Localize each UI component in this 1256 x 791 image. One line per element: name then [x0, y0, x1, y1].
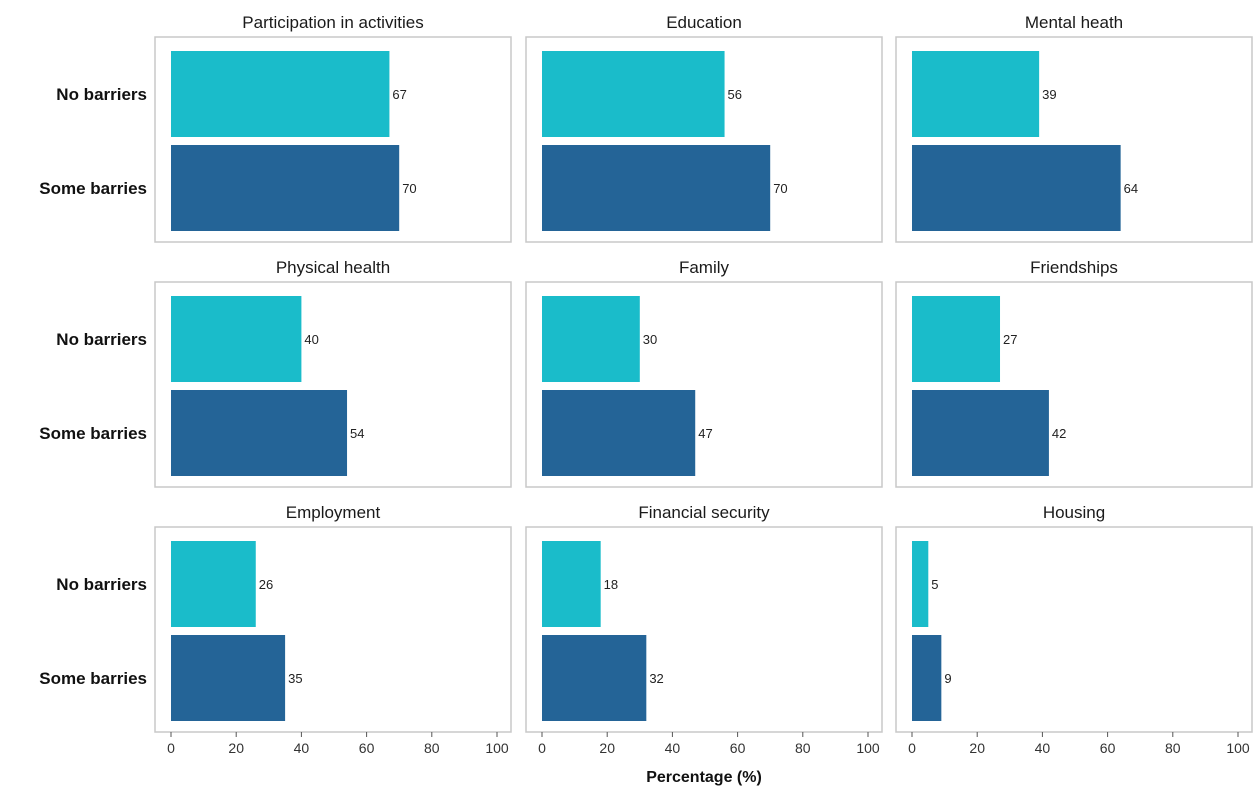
bar-label-financial-security-some-barries: 32	[649, 671, 663, 686]
bar-label-physical-health-some-barries: 54	[350, 426, 364, 441]
bar-employment-some-barries	[171, 635, 286, 721]
x-tick-label: 40	[665, 740, 681, 756]
category-label-no-barriers: No barriers	[56, 330, 147, 349]
bar-mental-heath-no-barriers	[912, 51, 1040, 137]
panel-housing	[895, 526, 1253, 733]
bar-financial-security-no-barriers	[542, 541, 601, 627]
bar-physical-health-some-barries	[171, 390, 348, 476]
x-tick-label: 60	[359, 740, 375, 756]
bar-label-mental-heath-some-barries: 64	[1124, 181, 1138, 196]
x-tick-label: 40	[1035, 740, 1051, 756]
bar-label-education-no-barriers: 56	[728, 87, 742, 102]
bar-label-friendships-no-barriers: 27	[1003, 332, 1017, 347]
bar-housing-no-barriers	[912, 541, 929, 627]
bar-financial-security-some-barries	[542, 635, 647, 721]
x-tick-label: 100	[856, 740, 880, 756]
bar-mental-heath-some-barries	[912, 145, 1121, 231]
bar-employment-no-barriers	[171, 541, 256, 627]
bar-label-education-some-barries: 70	[773, 181, 787, 196]
category-label-no-barriers: No barriers	[56, 575, 147, 594]
x-axis-title: Percentage (%)	[646, 769, 762, 786]
bar-friendships-no-barriers	[912, 296, 1001, 382]
x-tick-label: 80	[1165, 740, 1181, 756]
bar-participation-in-activities-no-barriers	[171, 51, 390, 137]
facet-title-employment: Employment	[286, 503, 381, 522]
bar-label-physical-health-no-barriers: 40	[304, 332, 318, 347]
bar-family-some-barries	[542, 390, 696, 476]
facet-title-mental-heath: Mental heath	[1025, 13, 1123, 32]
category-label-some-barries: Some barries	[39, 179, 147, 198]
bar-participation-in-activities-some-barries	[171, 145, 400, 231]
facet-title-physical-health: Physical health	[276, 258, 390, 277]
bar-education-some-barries	[542, 145, 771, 231]
bar-label-financial-security-no-barriers: 18	[604, 577, 618, 592]
bar-education-no-barriers	[542, 51, 725, 137]
x-tick-label: 20	[969, 740, 985, 756]
x-tick-label: 40	[294, 740, 310, 756]
bar-label-participation-in-activities-some-barries: 70	[402, 181, 416, 196]
bar-label-employment-some-barries: 35	[288, 671, 302, 686]
facet-title-housing: Housing	[1043, 503, 1105, 522]
bar-label-housing-no-barriers: 5	[931, 577, 938, 592]
bar-label-family-some-barries: 47	[698, 426, 712, 441]
bar-family-no-barriers	[542, 296, 640, 382]
category-label-some-barries: Some barries	[39, 424, 147, 443]
x-tick-label: 100	[1226, 740, 1250, 756]
x-tick-label: 100	[485, 740, 509, 756]
facet-title-education: Education	[666, 13, 742, 32]
bar-label-employment-no-barriers: 26	[259, 577, 273, 592]
bar-label-mental-heath-no-barriers: 39	[1042, 87, 1056, 102]
bar-housing-some-barries	[912, 635, 942, 721]
x-tick-label: 0	[908, 740, 916, 756]
x-tick-label: 20	[228, 740, 244, 756]
x-tick-label: 60	[1100, 740, 1116, 756]
bar-friendships-some-barries	[912, 390, 1049, 476]
facet-title-financial-security: Financial security	[638, 503, 770, 522]
facet-title-participation-in-activities: Participation in activities	[242, 13, 423, 32]
x-tick-label: 80	[795, 740, 811, 756]
bar-label-friendships-some-barries: 42	[1052, 426, 1066, 441]
x-tick-label: 60	[730, 740, 746, 756]
facet-title-friendships: Friendships	[1030, 258, 1118, 277]
category-label-some-barries: Some barries	[39, 669, 147, 688]
x-tick-label: 0	[538, 740, 546, 756]
bar-label-housing-some-barries: 9	[944, 671, 951, 686]
x-tick-label: 80	[424, 740, 440, 756]
facet-title-family: Family	[679, 258, 730, 277]
bar-label-participation-in-activities-no-barriers: 67	[392, 87, 406, 102]
category-label-no-barriers: No barriers	[56, 85, 147, 104]
x-tick-label: 20	[599, 740, 615, 756]
x-tick-label: 0	[167, 740, 175, 756]
bar-label-family-no-barriers: 30	[643, 332, 657, 347]
bar-physical-health-no-barriers	[171, 296, 302, 382]
